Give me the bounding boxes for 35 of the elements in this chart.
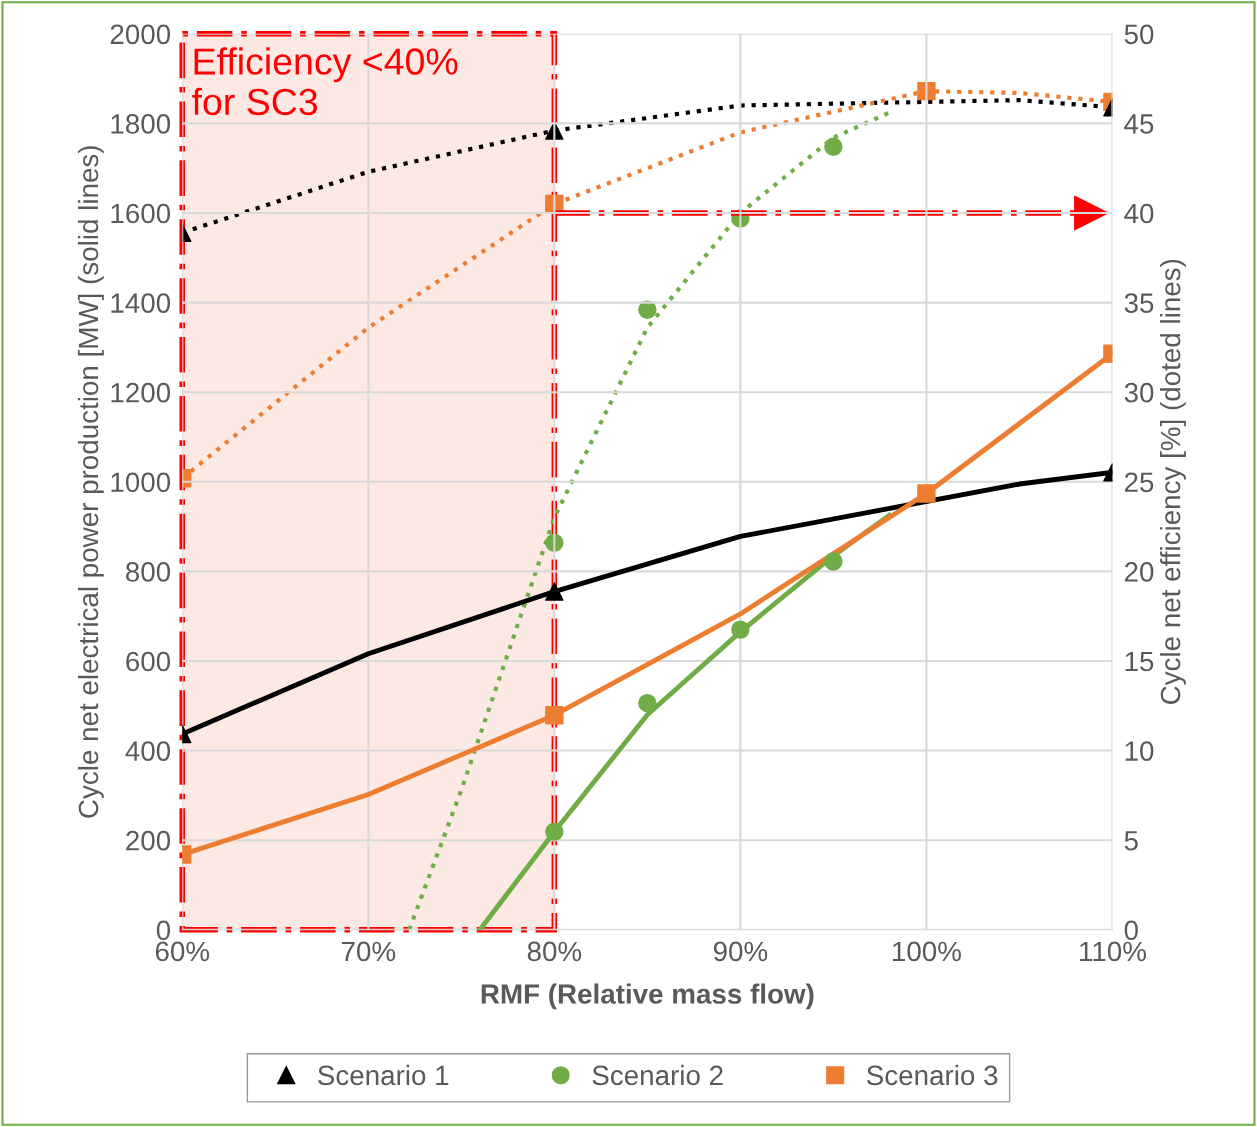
x-axis-title: RMF (Relative mass flow) xyxy=(481,983,814,1010)
y-tick-label: 1800 xyxy=(111,114,171,134)
y-tick-label: 2000 xyxy=(110,24,171,45)
x-tick-label: 70% xyxy=(341,941,396,962)
y2-tick-label: 5 xyxy=(1124,831,1138,851)
y-tick-label: 1200 xyxy=(111,382,171,403)
band-label: Efficiency <40% for SC3 xyxy=(192,47,458,116)
y-tick-label: 1400 xyxy=(111,293,171,313)
y-tick-label: 400 xyxy=(125,741,171,761)
x-tick-label: 80% xyxy=(527,941,582,962)
legend-label: Scenario 3 xyxy=(866,1064,998,1086)
y-tick-label: 0 xyxy=(156,920,171,941)
y2-tick-label: 25 xyxy=(1124,472,1154,493)
y2-tick-label: 15 xyxy=(1125,651,1154,672)
y-tick-label: 1000 xyxy=(111,472,171,493)
y-tick-label: 1600 xyxy=(111,203,171,224)
y-axis-title: Cycle net electrical power production [MW] (solid lines) xyxy=(77,146,104,818)
y-tick-label: 800 xyxy=(126,562,171,582)
y2-axis-title: Cycle net efficiency [%] (doted lines) xyxy=(1160,259,1186,704)
y2-tick-label: 30 xyxy=(1124,382,1154,403)
x-tick-label: 110% xyxy=(1080,941,1146,962)
x-tick-label: 100% xyxy=(893,941,961,962)
y-tick-label: 200 xyxy=(126,830,171,851)
x-tick-label: 90% xyxy=(713,941,768,962)
y2-tick-label: 35 xyxy=(1124,293,1154,313)
y2-tick-label: 0 xyxy=(1124,920,1138,941)
y2-tick-label: 45 xyxy=(1124,114,1154,134)
y-tick-label: 600 xyxy=(126,651,171,672)
legend-label: Scenario 2 xyxy=(592,1064,723,1086)
y2-tick-label: 50 xyxy=(1124,24,1154,45)
x-tick-label: 60% xyxy=(155,941,210,962)
y2-tick-label: 40 xyxy=(1124,203,1154,224)
y2-tick-label: 10 xyxy=(1125,741,1154,761)
legend-label: Scenario 1 xyxy=(318,1064,449,1086)
y2-tick-label: 20 xyxy=(1124,562,1154,582)
